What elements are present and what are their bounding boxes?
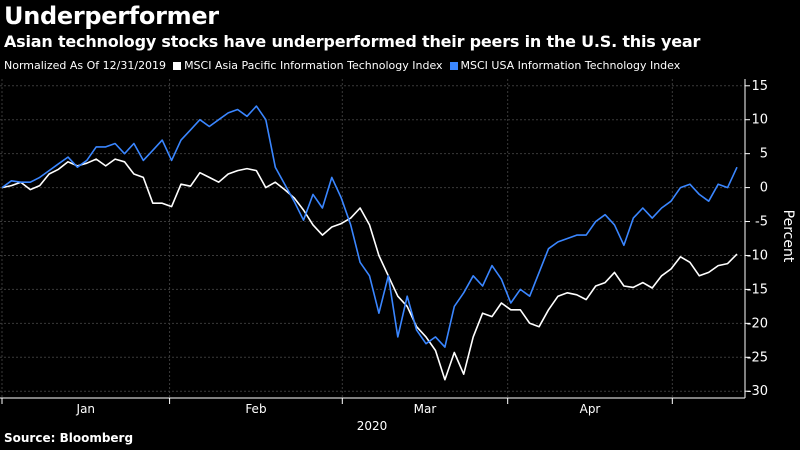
x-tick-label: Feb xyxy=(245,402,266,416)
legend-label-asia: MSCI Asia Pacific Information Technology… xyxy=(184,59,443,72)
y-tick-label: -25 xyxy=(747,350,768,365)
x-tick-label: Mar xyxy=(414,402,437,416)
y-axis: 15 10 5 0 -5 -10 -15 -20 -25 -30 xyxy=(744,79,768,399)
x-axis-year-label: 2020 xyxy=(357,419,388,433)
y-tick-label: 5 xyxy=(760,147,768,162)
legend-label-usa: MSCI USA Information Technology Index xyxy=(460,59,681,72)
y-tick-label: 10 xyxy=(751,113,768,128)
legend-swatch-usa xyxy=(449,61,458,70)
series-layer xyxy=(1,105,738,381)
series-line-usa xyxy=(1,105,738,348)
x-axis: Jan Feb Mar Apr xyxy=(0,397,745,416)
chart-title: Underperformer xyxy=(4,2,219,30)
source-note: Source: Bloomberg xyxy=(4,431,134,445)
y-tick-label: -20 xyxy=(747,316,768,331)
y-tick-label: 15 xyxy=(751,79,768,94)
legend-swatch-asia xyxy=(173,61,182,70)
legend: Normalized As Of 12/31/2019 MSCI Asia Pa… xyxy=(4,59,680,72)
legend-note: Normalized As Of 12/31/2019 xyxy=(4,59,167,72)
x-tick-label: Apr xyxy=(580,402,601,416)
y-tick-label: 0 xyxy=(760,181,768,196)
chart-subtitle: Asian technology stocks have underperfor… xyxy=(4,32,701,51)
grid xyxy=(0,79,745,404)
y-tick-label: -30 xyxy=(747,384,768,399)
series-line-asia-pacific xyxy=(1,158,738,381)
y-tick-label: -10 xyxy=(747,248,768,263)
y-tick-label: -5 xyxy=(755,215,768,230)
x-tick-label: Jan xyxy=(76,402,96,416)
y-axis-label: Percent xyxy=(780,210,796,263)
y-tick-label: -15 xyxy=(747,282,768,297)
